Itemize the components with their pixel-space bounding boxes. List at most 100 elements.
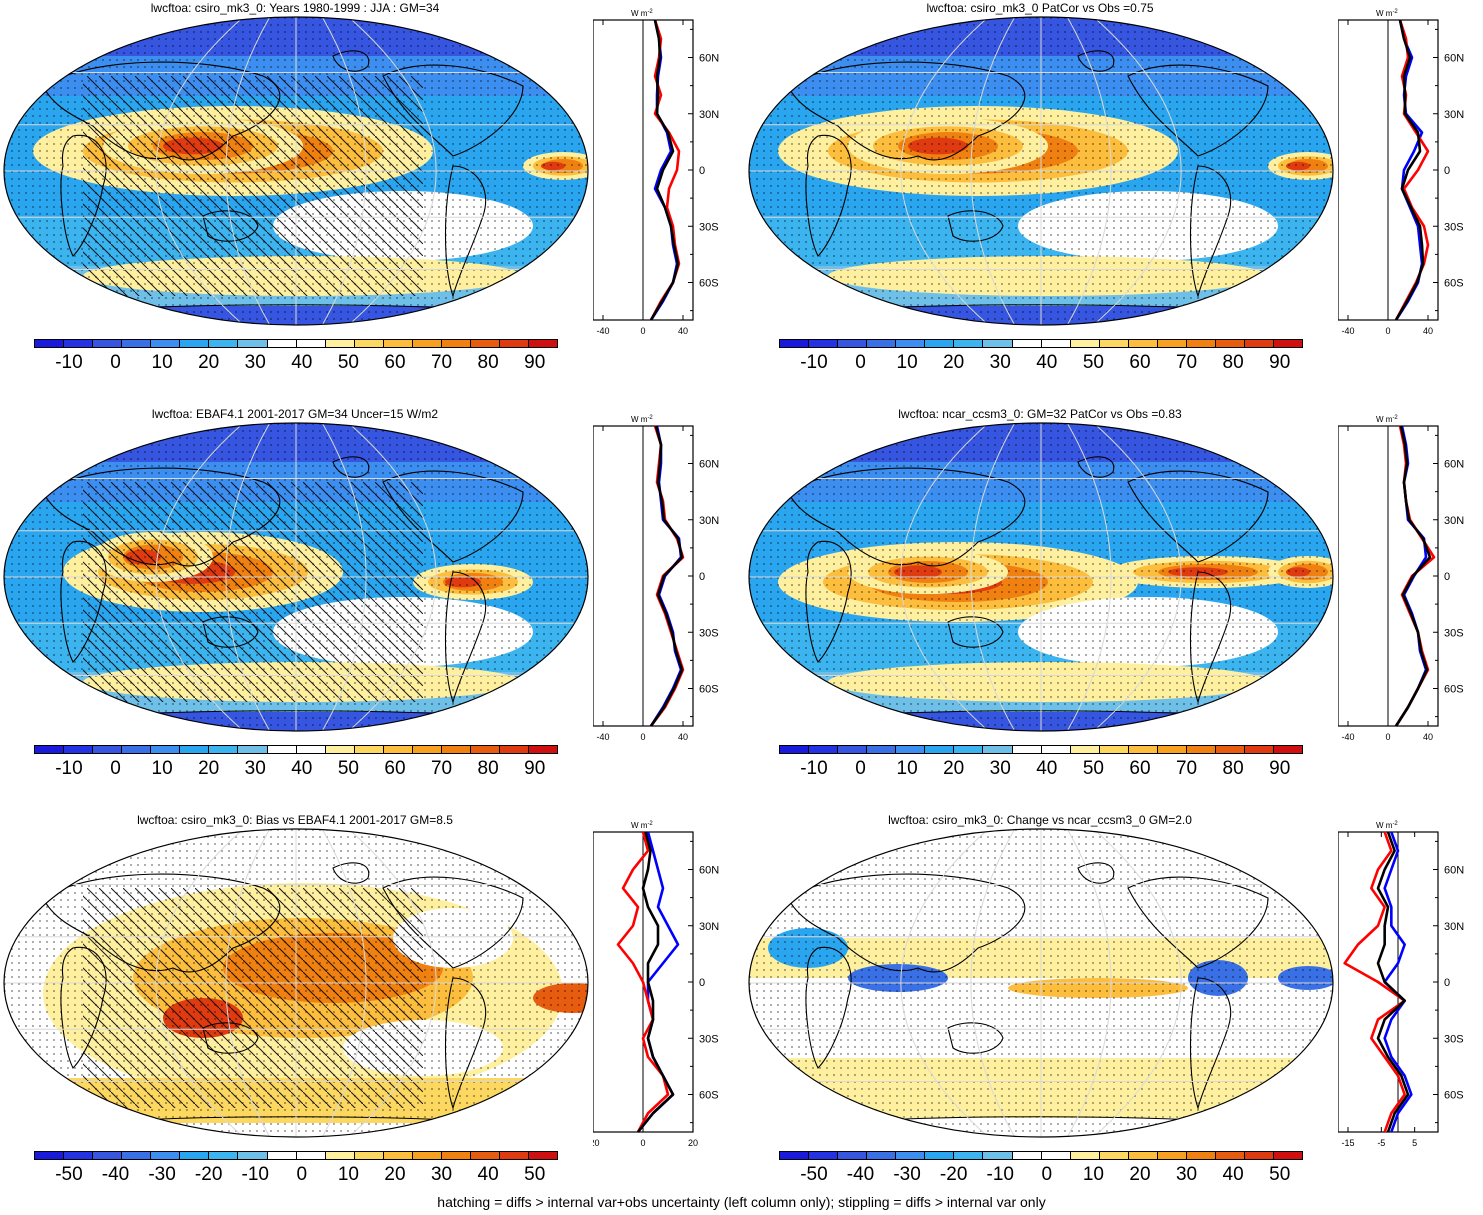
profile-y-tick-label: 0 (1444, 165, 1450, 177)
panel-p4: lwcftoa: ncar_ccsm3_0: GM=32 PatCor vs O… (745, 406, 1483, 806)
colorbar-swatch (412, 746, 442, 753)
profile-x-tick-label: 0 (1385, 326, 1390, 336)
zonal-profile-chart: W m-2 -40 0 40 60N 30N 0 30S 60S (593, 9, 719, 336)
colorbar-swatch (209, 746, 239, 753)
colorbar-swatch (983, 746, 1013, 753)
colorbar-tick-label: 0 (855, 352, 866, 373)
profile-x-tick-label: 40 (1423, 732, 1433, 742)
world-map (748, 422, 1334, 732)
profile-y-tick-label: 0 (1444, 571, 1450, 583)
colorbar-tick-label: 40 (1036, 758, 1058, 779)
colorbar-swatch (470, 1152, 500, 1159)
colorbar-swatch (529, 340, 558, 347)
map-title: lwcftoa: csiro_mk3_0 PatCor vs Obs =0.75 (926, 1, 1154, 15)
world-map (748, 16, 1334, 326)
profile-y-tick-label: 30S (699, 1033, 719, 1045)
colorbar-tick-label: 80 (477, 758, 499, 779)
profile-y-tick-label: 60S (699, 684, 719, 696)
colorbar-swatch (1012, 340, 1042, 347)
colorbar-swatch (180, 340, 210, 347)
colorbar (34, 1151, 558, 1160)
profile-series-mean (649, 425, 684, 727)
colorbar-tick-label: -20 (194, 1164, 223, 1185)
colorbar-tick-label: 80 (1222, 758, 1244, 779)
colorbar-swatch (151, 746, 181, 753)
colorbar-swatch (35, 340, 65, 347)
profile-x-tick-label: 0 (640, 732, 645, 742)
profile-x-tick-label: 0 (1385, 732, 1390, 742)
colorbar-swatch (1099, 746, 1129, 753)
colorbar-tick-label: 50 (337, 352, 359, 373)
colorbar-swatch (896, 746, 926, 753)
profile-y-tick-label: 60S (1444, 684, 1464, 696)
profile-series-model (616, 831, 670, 1133)
colorbar-swatch (1274, 746, 1303, 753)
world-map (3, 828, 589, 1138)
colorbar-tick-label: 70 (1175, 352, 1198, 373)
zonal-profile-chart: W m-2 -15 -5 5 60N 30N 0 30S 60S (1338, 821, 1464, 1148)
colorbar-tick-label: 60 (1129, 758, 1151, 779)
units-label: W m-2 (1376, 9, 1398, 18)
colorbar-swatch (1186, 340, 1216, 347)
colorbar-swatch (867, 746, 897, 753)
colorbar-swatch (780, 1152, 810, 1159)
colorbar-swatch (983, 340, 1013, 347)
colorbar-swatch (1186, 746, 1216, 753)
colorbar-swatch (1128, 340, 1158, 347)
colorbar-swatch (296, 746, 326, 753)
colorbar-tick-label: 60 (384, 758, 406, 779)
colorbar-swatch (122, 1152, 152, 1159)
colorbar-swatch (529, 1152, 558, 1159)
profile-y-tick-label: 60N (1444, 459, 1464, 471)
colorbar-tick-label: 0 (855, 758, 866, 779)
panel-p2: lwcftoa: csiro_mk3_0 PatCor vs Obs =0.75… (745, 0, 1483, 400)
colorbar-tick-label: 30 (244, 758, 266, 779)
profile-x-tick-label: -5 (1377, 1138, 1385, 1148)
colorbar-swatch (267, 1152, 297, 1159)
colorbar-swatch (954, 746, 984, 753)
profile-y-tick-label: 60N (699, 53, 719, 65)
colorbar-swatch (529, 746, 558, 753)
colorbar-tick-label: 80 (1222, 352, 1244, 373)
colorbar-swatch (267, 340, 297, 347)
world-map (3, 16, 589, 326)
colorbar-swatch (896, 340, 926, 347)
colorbar-swatch (1099, 340, 1129, 347)
colorbar-swatch (383, 746, 413, 753)
colorbar-tick-label: 0 (296, 1164, 308, 1185)
colorbar-tick-label: 40 (477, 1164, 499, 1185)
colorbar-swatch (470, 746, 500, 753)
colorbar-swatch (1157, 1152, 1187, 1159)
colorbar-tick-label: 50 (1082, 352, 1104, 373)
profile-series-mean (636, 831, 675, 1133)
profile-y-tick-label: 60S (1444, 278, 1464, 290)
colorbar-swatch (151, 340, 181, 347)
colorbar-swatch (867, 1152, 897, 1159)
colorbar-swatch (180, 746, 210, 753)
colorbar-swatch (1215, 746, 1245, 753)
profile-y-tick-label: 30S (1444, 1033, 1464, 1045)
colorbar-tick-label: 50 (1269, 1164, 1291, 1185)
colorbar (34, 745, 558, 754)
colorbar-swatch (441, 746, 471, 753)
colorbar-swatch (838, 340, 868, 347)
colorbar-tick-label: 50 (524, 1164, 546, 1185)
colorbar (34, 339, 558, 348)
colorbar-swatch (1041, 1152, 1071, 1159)
colorbar-tick-label: 0 (1041, 1164, 1053, 1185)
colorbar-swatch (93, 1152, 123, 1159)
colorbar-swatch (1012, 746, 1042, 753)
colorbar-swatch (954, 1152, 984, 1159)
colorbar-tick-label: 0 (110, 758, 121, 779)
profile-x-tick-label: -40 (1341, 732, 1354, 742)
profile-y-tick-label: 30S (1444, 627, 1464, 639)
colorbar-tick-label: 10 (151, 758, 173, 779)
colorbar-swatch (1186, 1152, 1216, 1159)
colorbar-swatch (1245, 1152, 1275, 1159)
profile-y-tick-label: 30N (1444, 921, 1464, 933)
profile-y-tick-label: 0 (699, 571, 705, 583)
colorbar-swatch (64, 340, 94, 347)
colorbar-tick-label: -10 (800, 352, 828, 373)
colorbar-swatch (1157, 746, 1187, 753)
profile-y-tick-label: 60N (699, 459, 719, 471)
